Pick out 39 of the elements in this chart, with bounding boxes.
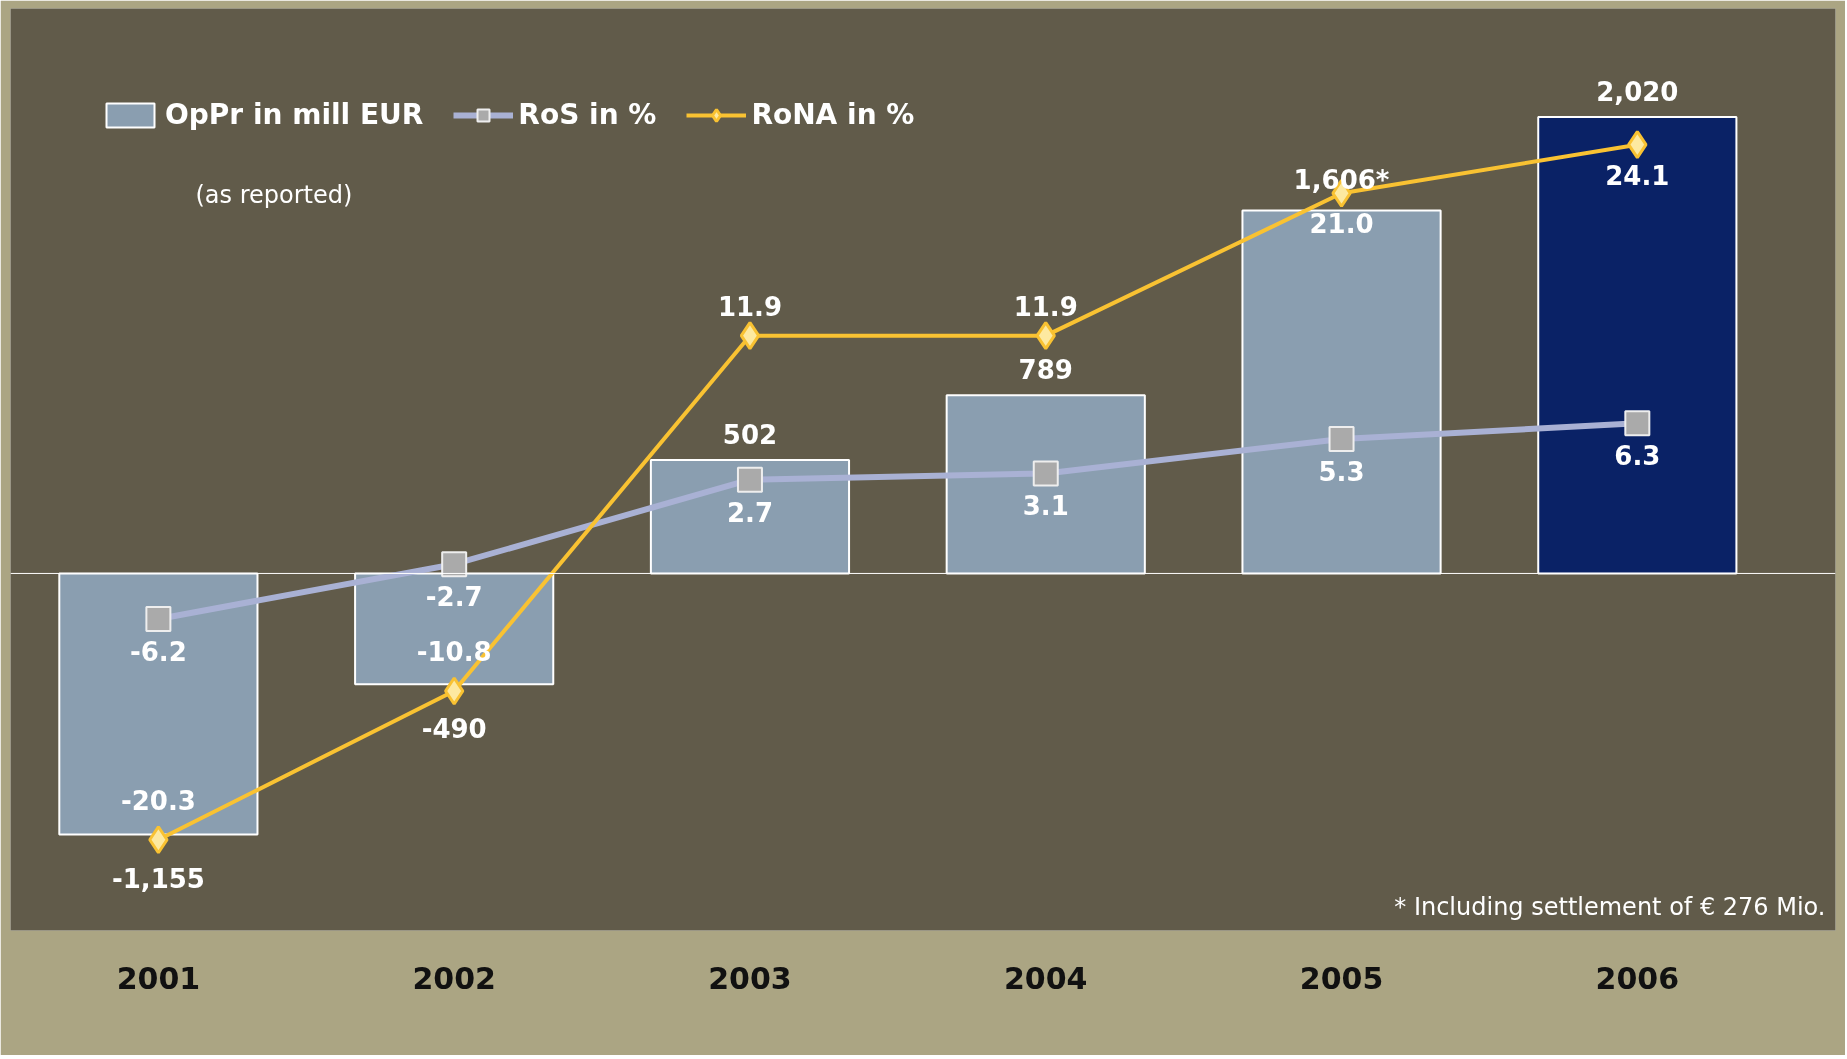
data-label: 6.3: [1614, 441, 1661, 472]
data-label: -6.2: [129, 636, 187, 667]
data-label: 2,020: [1596, 76, 1679, 107]
data-label: -490: [421, 714, 487, 745]
data-label: 502: [722, 420, 778, 451]
data-label: -20.3: [120, 785, 196, 816]
point: [148, 825, 169, 855]
point: [736, 466, 763, 493]
legend-label: OpPr in mill EUR: [165, 98, 424, 131]
point: [1624, 410, 1651, 437]
data-label: 2.7: [726, 497, 773, 528]
x-tick-label: 2003: [708, 960, 792, 996]
point: [1032, 460, 1059, 487]
point: [1627, 130, 1648, 160]
point: [739, 321, 761, 351]
data-label: -1,155: [111, 864, 205, 895]
data-label: 1,606*: [1293, 164, 1390, 195]
x-tick-label: 2002: [412, 960, 496, 996]
x-tick-label: 2001: [116, 960, 201, 996]
x-tick-label: 2004: [1004, 960, 1088, 996]
annotation: * Including settlement of € 276 Mio.: [1394, 892, 1826, 921]
data-label: 11.9: [1013, 291, 1078, 322]
annotation: (as reported): [195, 180, 353, 209]
data-label: 789: [1018, 355, 1073, 386]
data-label: 5.3: [1318, 456, 1365, 487]
legend-label: RoNA in %: [751, 98, 915, 131]
x-tick-label: 2006: [1595, 960, 1680, 996]
point: [1035, 321, 1056, 351]
data-label: 3.1: [1022, 491, 1069, 522]
point: [444, 676, 465, 706]
point: [441, 551, 468, 578]
data-label: 11.9: [717, 291, 783, 322]
point: [1328, 425, 1355, 452]
x-tick-label: 2005: [1299, 960, 1384, 996]
data-label: -2.7: [425, 582, 483, 613]
point: [145, 605, 172, 632]
data-label: 21.0: [1309, 209, 1374, 240]
data-label: 24.1: [1605, 160, 1670, 191]
legend-label: RoS in %: [518, 98, 657, 131]
